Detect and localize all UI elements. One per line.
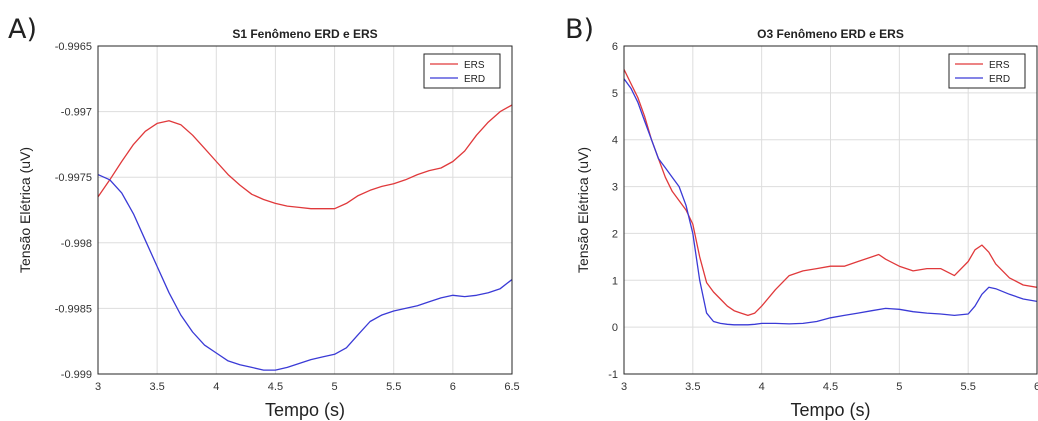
legend-label-erd: ERD [989,74,1010,85]
plot-area [98,46,512,374]
legend-box [423,53,501,89]
x-tick-label: 6 [1034,381,1038,393]
x-axis-label: Tempo (s) [265,400,345,420]
panel-b-letter: B) [565,14,594,45]
x-tick-label: 3 [621,381,627,393]
y-tick-label: -0.997 [61,107,92,119]
y-tick-label: -0.999 [61,369,92,381]
x-tick-label: 5 [896,381,902,393]
chart-panel-a: 3 3.5 4 4.5 5 5.5 6 6.5 -0.9965 -0.997 -0.9975 -0.9… [17,27,520,420]
x-tick-label: 4 [213,381,219,393]
legend-label-ers: ERS [989,60,1010,71]
y-tick-label: -0.998 [61,238,92,250]
x-tick-label: 4.5 [823,381,838,393]
y-axis-label: Tensão Elétrica (uV) [17,147,33,273]
axes-box [97,45,513,375]
y-axis-label: Tensão Elétrica (uV) [575,147,591,273]
y-tick-label: 2 [612,228,618,240]
x-tick-label: 3.5 [149,381,164,393]
chart-title: S1 Fenômeno ERD e ERS [232,27,377,41]
y-tick-label: -0.9975 [55,172,92,184]
y-tick-label: 0 [612,322,618,334]
x-tick-label: 6.5 [504,381,519,393]
series-line-erd [624,78,1037,326]
y-tick-label: 5 [612,88,618,100]
legend-label-ers: ERS [464,60,485,71]
y-tick-label: -1 [608,369,618,381]
x-tick-label: 5.5 [961,381,976,393]
x-tick-label: 4 [759,381,765,393]
x-axis-label: Tempo (s) [790,400,870,420]
x-tick-label: 3 [95,381,101,393]
legend-label-erd: ERD [464,74,485,85]
legend: ERS ERD [423,53,501,89]
y-tick-label: -0.9985 [55,303,92,315]
chart-title: O3 Fenômeno ERD e ERS [757,27,904,41]
axes-box [623,45,1038,375]
y-tick-label: 6 [612,41,618,53]
x-tick-label: 3.5 [685,381,700,393]
x-tick-label: 5 [332,381,338,393]
series-line-ers [98,104,512,210]
y-tick-label: 3 [612,182,618,194]
series-line-erd [98,174,512,371]
panel-a-letter: A) [8,14,37,45]
chart-panel-b: 3 3.5 4 4.5 5 5.5 6 6 5 4 3 2 1 0 -1 O3 Fenômeno ERD e … [575,27,1038,420]
legend: ERS ERD [948,53,1026,89]
y-tick-label: -0.9965 [55,41,92,53]
x-tick-label: 5.5 [386,381,401,393]
x-tick-label: 6 [450,381,456,393]
series-line-ers [624,69,1037,317]
y-tick-label: 4 [612,135,618,147]
legend-box [948,53,1026,89]
x-tick-label: 4.5 [268,381,283,393]
y-tick-label: 1 [612,275,618,287]
